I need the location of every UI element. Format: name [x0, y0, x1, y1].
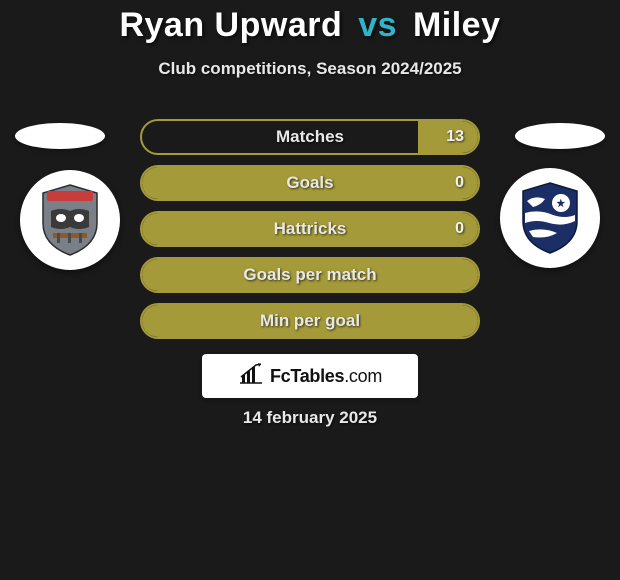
- stat-label: Goals per match: [243, 265, 376, 285]
- club-shield-left-icon: [39, 183, 101, 257]
- player1-avatar-placeholder: [15, 123, 105, 149]
- stat-label: Min per goal: [260, 311, 360, 331]
- brand-text: FcTables.com: [270, 366, 382, 387]
- club-shield-right-icon: [519, 181, 581, 255]
- stat-value-right: 0: [455, 220, 464, 238]
- player1-name: Ryan Upward: [119, 6, 342, 44]
- subtitle: Club competitions, Season 2024/2025: [0, 59, 620, 79]
- club-badge-right: [500, 168, 600, 268]
- stat-label: Goals: [286, 173, 333, 193]
- stat-row-hattricks: Hattricks 0: [140, 211, 480, 247]
- stat-label: Matches: [276, 127, 344, 147]
- player2-name: Miley: [413, 6, 501, 44]
- vs-separator: vs: [352, 6, 403, 44]
- comparison-title: Ryan Upward vs Miley: [0, 0, 620, 45]
- comparison-date: 14 february 2025: [0, 408, 620, 428]
- club-badge-left: [20, 170, 120, 270]
- stat-row-goals: Goals 0: [140, 165, 480, 201]
- stats-container: Matches 13 Goals 0 Hattricks 0 Goals per…: [140, 119, 480, 349]
- stat-row-goals-per-match: Goals per match: [140, 257, 480, 293]
- stat-row-min-per-goal: Min per goal: [140, 303, 480, 339]
- stat-label: Hattricks: [274, 219, 347, 239]
- brand-suffix: .com: [344, 366, 382, 386]
- player2-avatar-placeholder: [515, 123, 605, 149]
- brand-inner: FcTables.com: [238, 363, 382, 390]
- stat-row-matches: Matches 13: [140, 119, 480, 155]
- brand-chart-icon: [238, 363, 264, 390]
- stat-value-right: 0: [455, 174, 464, 192]
- brand-watermark: FcTables.com: [202, 354, 418, 398]
- brand-name: FcTables: [270, 366, 344, 386]
- stat-value-right: 13: [446, 128, 464, 146]
